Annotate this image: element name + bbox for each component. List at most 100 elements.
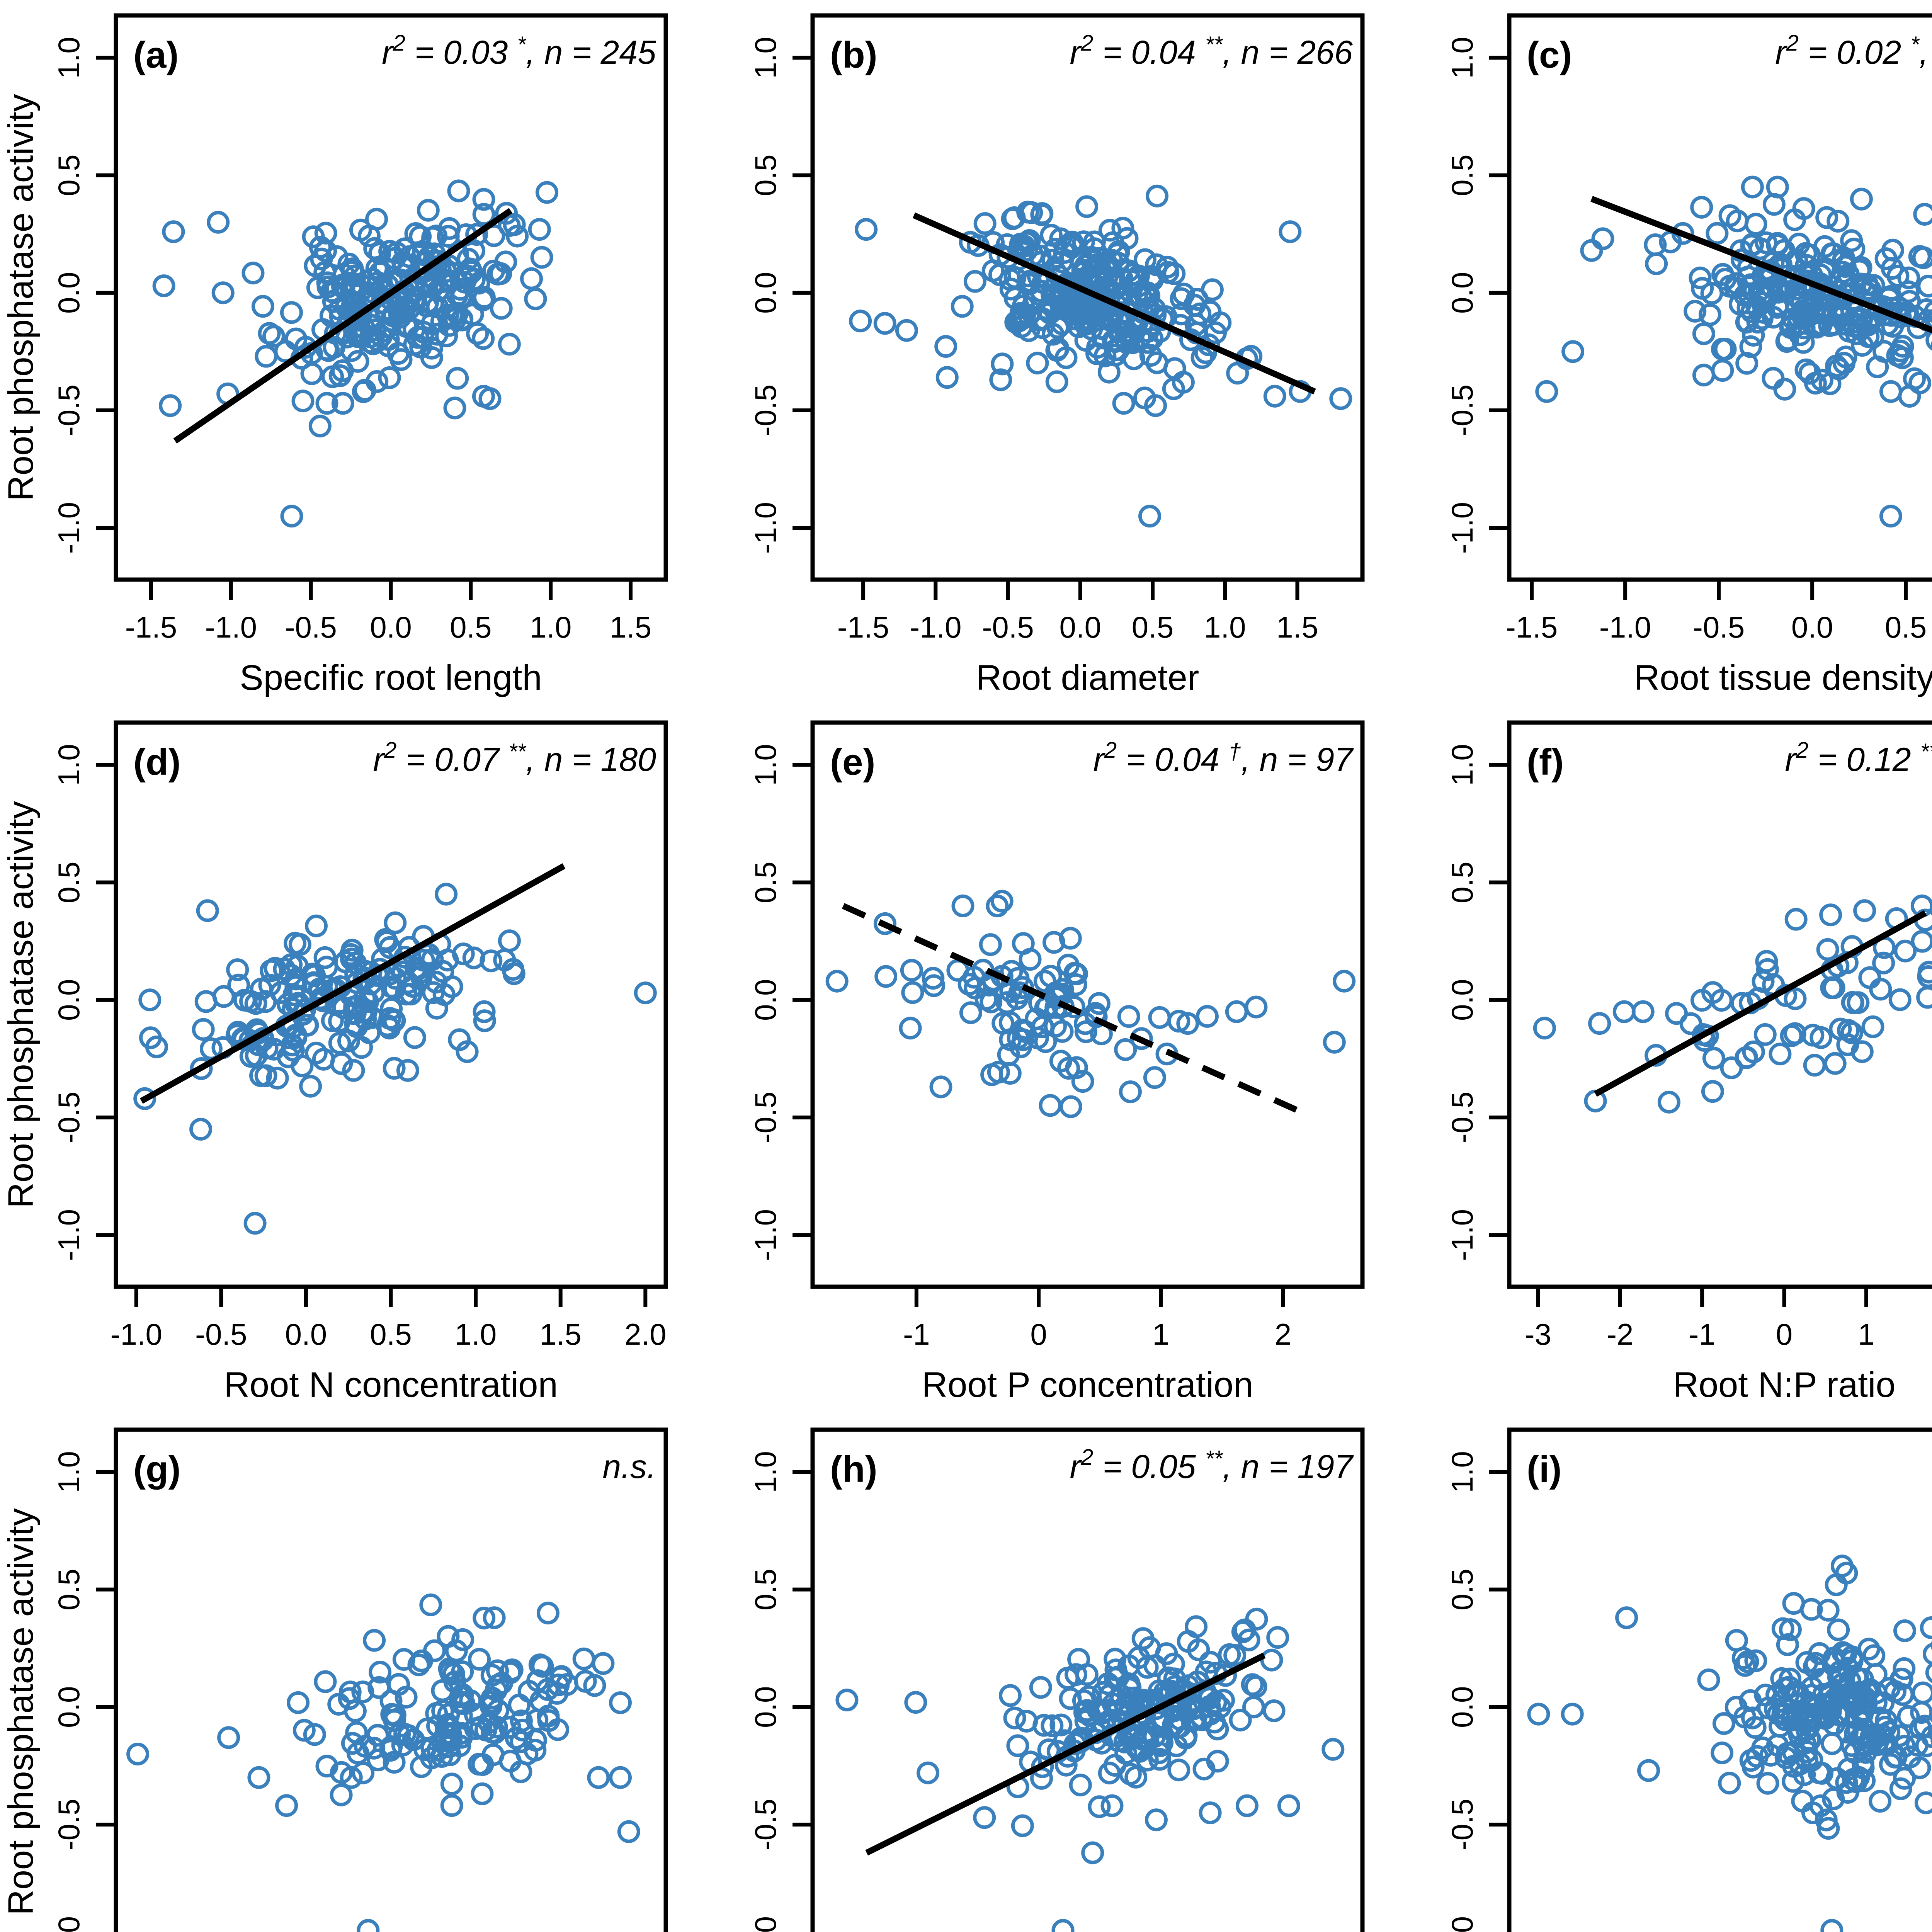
data-points (126, 1593, 640, 1932)
regression-line (1590, 196, 1932, 333)
x-tick-label: 0.0 (1791, 610, 1833, 644)
y-tick-label: -1.0 (52, 502, 86, 554)
y-tick-label: 0.5 (52, 154, 86, 196)
y-tick-labels: -1.0 -0.5 0.0 0.5 1.0 (748, 37, 782, 554)
stat-annotation: r2 = 0.04 †, n = 97 (1093, 738, 1354, 778)
x-tick-label: -1.0 (1599, 610, 1651, 644)
x-axis-ticks (1530, 580, 1908, 600)
y-axis-ticks (96, 763, 116, 1237)
stat-annotation: r2 = 0.02 *, n = 253 (1775, 31, 1932, 71)
y-tick-label: -0.5 (1445, 1799, 1479, 1850)
x-tick-label: -1.5 (125, 610, 177, 644)
panel-label: (f) (1527, 742, 1564, 783)
y-tick-label: 0.5 (52, 1568, 86, 1610)
y-tick-labels: -1.0 -0.5 0.0 0.5 1.0 (1445, 1451, 1479, 1932)
panel-svg-f: -3-2-10123 -1.0-0.50.00.51.0 (f) r2 = 0.… (1445, 720, 1932, 1405)
x-tick-label: 1.5 (1276, 610, 1318, 644)
x-tick-label: -0.5 (982, 610, 1034, 644)
x-tick-label: 1.5 (539, 1317, 581, 1351)
y-tick-labels: -1.0 -0.5 0.0 0.5 1.0 (52, 744, 86, 1261)
regression-line (173, 208, 513, 444)
y-axis-ticks (1489, 763, 1509, 1237)
y-tick-label: 0.5 (52, 861, 86, 903)
stat-annotation: n.s. (602, 1448, 656, 1485)
y-tick-label: 1.0 (1445, 1451, 1479, 1493)
x-tick-label: 1.0 (530, 610, 571, 644)
y-tick-label: 1.0 (748, 1451, 782, 1493)
x-tick-label: 2 (1275, 1317, 1291, 1351)
y-tick-label: 0.0 (748, 272, 782, 314)
y-tick-labels: -1.0 -0.5 0.0 0.5 1.0 (1445, 37, 1479, 554)
y-axis-ticks (1489, 56, 1509, 530)
y-axis-ticks (96, 1470, 116, 1827)
y-tick-label: 0.0 (1445, 1686, 1479, 1728)
plot-frame (1507, 1427, 1932, 1932)
x-tick-label: 2.0 (624, 1317, 666, 1351)
y-tick-labels: -1.0 -0.5 0.0 0.5 1.0 (52, 1451, 86, 1932)
y-tick-label: 1.0 (52, 37, 86, 78)
x-tick-labels: -1.0 -0.5 0.0 0.5 1.0 1.5 2.0 (111, 1317, 667, 1351)
x-tick-label: 0 (1776, 1317, 1793, 1351)
x-tick-label: -0.5 (195, 1317, 247, 1351)
x-axis-title: Root N:P ratio (1673, 1365, 1895, 1405)
panel-label: (e) (830, 742, 875, 783)
x-tick-label: -1.5 (1506, 610, 1558, 644)
panel-svg-c: -1.5-1.0-0.50.00.51.0 -1.0-0.50.00.51.0 … (1445, 13, 1932, 697)
panel-e: -1 0 1 2 -1.0 -0.5 0.0 0.5 1.0 (e) r2 = 0.04 †,… (697, 707, 1393, 1414)
stat-annotation: r2 = 0.03 *, n = 245 (382, 31, 656, 71)
y-tick-label: 0.5 (1445, 861, 1479, 903)
y-axis-title: Root phosphatase activity (1, 94, 41, 501)
data-points (849, 184, 1352, 528)
panel-svg-e: -1 0 1 2 -1.0 -0.5 0.0 0.5 1.0 (e) r2 = 0.04 †,… (748, 720, 1365, 1405)
y-tick-label: 0.0 (748, 1686, 782, 1728)
x-tick-label: -0.5 (285, 610, 337, 644)
x-axis-ticks (861, 580, 1299, 600)
panel-h: -1.0 -0.5 0.0 0.5 -1.0 -0.5 0.0 0.5 1.0 (h) r2 … (697, 1414, 1393, 1932)
x-tick-labels: -1 0 1 2 (903, 1317, 1291, 1351)
panel-label: (a) (133, 34, 179, 76)
y-tick-label: -1.0 (748, 1916, 782, 1932)
y-tick-labels: -1.0 -0.5 0.0 0.5 1.0 (1445, 744, 1479, 1261)
data-points (1533, 895, 1932, 1114)
panel-f: -3-2-10123 -1.0-0.50.00.51.0 (f) r2 = 0.… (1393, 707, 1932, 1414)
panel-c: -1.5-1.0-0.50.00.51.0 -1.0-0.50.00.51.0 … (1393, 0, 1932, 707)
x-axis-title: Specific root length (240, 658, 542, 697)
x-tick-label: 1.0 (455, 1317, 497, 1351)
x-axis-title: Root diameter (976, 658, 1199, 697)
x-tick-label: 0.0 (285, 1317, 327, 1351)
y-tick-labels: -1.0 -0.5 0.0 0.5 1.0 (748, 744, 782, 1261)
y-tick-label: 0.0 (52, 1686, 86, 1728)
y-tick-label: 1.0 (1445, 744, 1479, 786)
panel-svg-i: -2.0-1.5-1.0-0.50.00.51.0 -1.0-0.50.00.5… (1445, 1427, 1932, 1932)
panel-d: -1.0 -0.5 0.0 0.5 1.0 1.5 2.0 -1.0 -0.5 0.0 0.5 1.… (0, 707, 697, 1414)
y-tick-label: 1.0 (52, 1451, 86, 1493)
y-axis-title: Root phosphatase activity (1, 801, 41, 1208)
y-axis-ticks (793, 763, 813, 1237)
panel-svg-a: -1.5 -1.0 -0.5 0.0 0.5 1.0 1.5 -1.0 -0.5 0.0 0.5 1… (1, 13, 668, 697)
panel-label: (d) (133, 742, 181, 783)
x-tick-label: -1.5 (837, 610, 889, 644)
y-tick-label: 0.5 (748, 1568, 782, 1610)
x-tick-label: 0.0 (370, 610, 412, 644)
y-axis-ticks (793, 56, 813, 530)
data-points (152, 179, 558, 528)
y-tick-label: -1.0 (1445, 502, 1479, 554)
y-tick-label: -0.5 (52, 1092, 86, 1143)
y-tick-label: -0.5 (748, 1092, 782, 1143)
x-tick-label: 0.5 (1885, 610, 1927, 644)
panel-i: -2.0-1.5-1.0-0.50.00.51.0 -1.0-0.50.00.5… (1393, 1414, 1932, 1932)
y-axis-title: Root phosphatase activity (1, 1508, 41, 1915)
x-axis-title: Root tissue density (1634, 658, 1932, 697)
stat-annotation: r2 = 0.05 **, n = 197 (1070, 1445, 1354, 1485)
stat-annotation: r2 = 0.07 **, n = 180 (373, 738, 656, 778)
y-tick-label: -0.5 (1445, 1092, 1479, 1143)
regression-line (140, 863, 566, 1104)
x-tick-label: -2 (1607, 1317, 1633, 1351)
regression-line (912, 212, 1316, 395)
data-points (133, 883, 657, 1235)
x-tick-labels: -3-2-10123 (1525, 1317, 1875, 1351)
plot-frame (810, 1427, 1365, 1932)
plot-frame (810, 13, 1365, 582)
panel-label: (h) (830, 1449, 878, 1490)
